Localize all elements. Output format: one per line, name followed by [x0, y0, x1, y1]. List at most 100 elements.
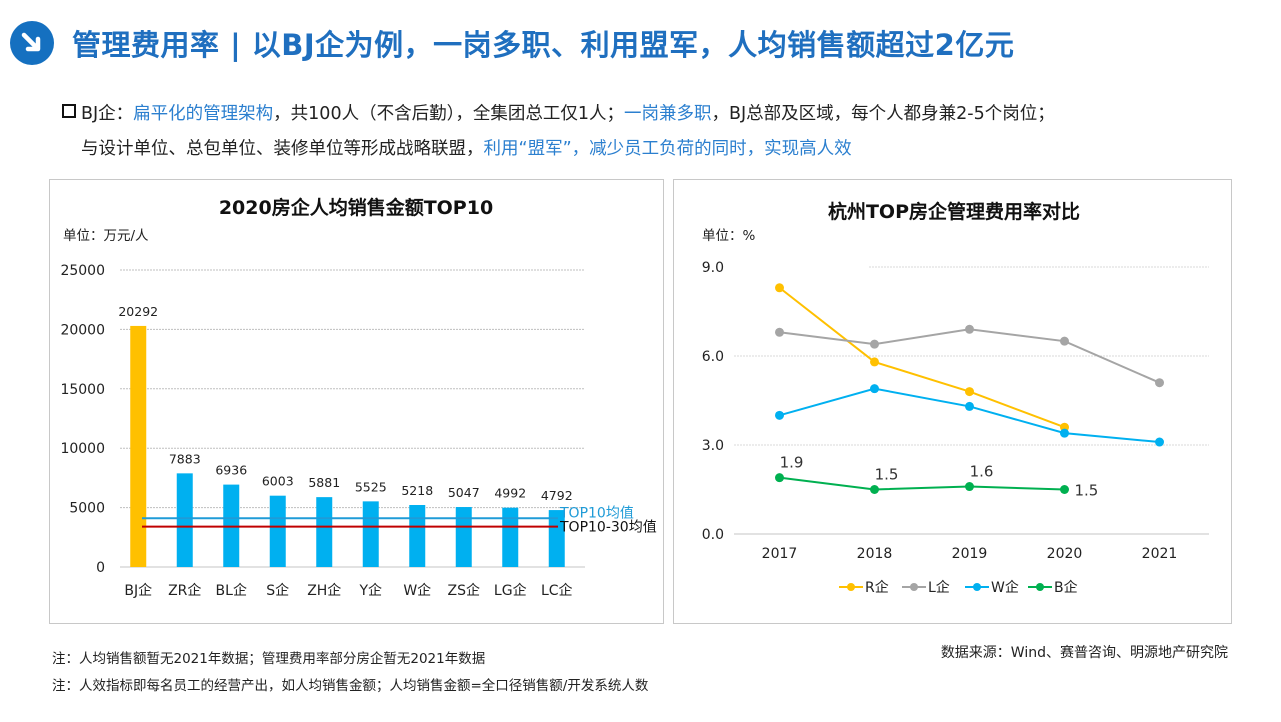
bar: [269, 495, 286, 567]
arrow-down-right-icon: [10, 21, 54, 65]
x-tick-label: ZS企: [448, 582, 480, 599]
legend-marker-icon: [1036, 583, 1044, 591]
line-chart-unit: 单位：%: [702, 228, 755, 244]
bullet-line-1-segment: 扁平化的管理架构: [133, 104, 274, 124]
series-line-R企: [778, 286, 1065, 429]
data-point: [775, 473, 784, 483]
data-label: 1.5: [1075, 482, 1099, 500]
bar: [409, 505, 426, 567]
bar: [502, 507, 519, 567]
legend-label: B企: [1054, 579, 1078, 596]
data-point: [775, 327, 784, 337]
line-chart-title: 杭州TOP房企管理费用率对比: [828, 200, 1080, 223]
bar-chart-panel: 2020房企人均销售金额TOP10 单位：万元/人 0 5000 10000 1500…: [49, 179, 664, 624]
legend-marker-icon: [910, 583, 918, 591]
bullet-line-2: 与设计单位、总包单位、装修单位等形成战略联盟，利用“盟军”，减少员工负荷的同时，…: [62, 132, 1055, 167]
y-tick-label: 0.0: [702, 527, 724, 543]
x-tick-label: 2019: [952, 546, 988, 562]
line-chart-panel: 杭州TOP房企管理费用率对比 单位：% 0.0 3.0 6.0 9.0 2017 2018…: [673, 179, 1232, 624]
bullet-line-1-segment: ，BJ总部及区域，每个人都身兼2-5个岗位；: [711, 104, 1055, 124]
data-point: [1060, 336, 1069, 346]
data-point: [965, 387, 974, 397]
data-point: [1060, 485, 1069, 494]
y-tick-label: 9.0: [702, 260, 724, 276]
data-point: [870, 485, 879, 494]
bar-value-label: 20292: [118, 304, 158, 319]
x-tick-label: S企: [266, 582, 289, 599]
data-point: [870, 357, 879, 367]
x-tick-label: ZR企: [168, 582, 201, 599]
bullet-line-1: BJ企：扁平化的管理架构，共100人（不含后勤），全集团总工仅1人；一岗兼多职，…: [62, 97, 1055, 132]
bar-value-label: 5881: [308, 475, 340, 490]
data-point: [870, 339, 879, 349]
bar-value-label: 4992: [494, 486, 526, 501]
bar: [130, 325, 147, 567]
data-point: [1155, 437, 1164, 447]
data-label: 1.5: [875, 466, 899, 484]
y-tick-label: 25000: [60, 263, 105, 279]
x-tick-label: 2021: [1142, 546, 1178, 562]
y-tick-label: 20000: [60, 322, 105, 338]
x-tick-label: LC企: [541, 582, 573, 599]
line-chart: 杭州TOP房企管理费用率对比 单位：% 0.0 3.0 6.0 9.0 2017 2018…: [702, 200, 1209, 596]
bar: [455, 507, 472, 567]
data-point: [1155, 378, 1164, 388]
y-tick-label: 0: [96, 560, 105, 576]
bar: [548, 510, 565, 567]
x-tick-label: W企: [403, 582, 431, 599]
data-point: [775, 410, 784, 420]
bullet-line-2-segment: 利用“盟军”，减少员工负荷的同时，实现高人效: [483, 139, 852, 159]
bar-value-label: 5218: [401, 483, 433, 498]
bar: [176, 473, 193, 567]
x-tick-label: ZH企: [307, 582, 341, 599]
data-point: [965, 401, 974, 411]
data-source: 数据来源：Wind、赛普咨询、明源地产研究院: [940, 645, 1228, 661]
bar: [362, 501, 379, 567]
data-point: [775, 283, 784, 293]
y-tick-label: 3.0: [702, 438, 724, 454]
bar-value-label: 6003: [262, 474, 294, 489]
reference-line-label: TOP10均值: [559, 505, 634, 521]
bullet-text: BJ企：扁平化的管理架构，共100人（不含后勤），全集团总工仅1人；一岗兼多职，…: [62, 97, 1055, 167]
data-point: [965, 482, 974, 492]
bar-chart: 2020房企人均销售金额TOP10 单位：万元/人 0 5000 10000 1500…: [60, 196, 657, 599]
data-label: 1.6: [970, 463, 994, 481]
footnote: 注：人均销售额暂无2021年数据；管理费用率部分房企暂无2021年数据: [52, 651, 486, 667]
bullet-line-1-segment: BJ企：: [81, 104, 134, 124]
legend-label: R企: [865, 579, 889, 596]
page-title: 管理费用率 | 以BJ企为例，一岗多职、利用盟军，人均销售额超过2亿元: [72, 28, 1015, 62]
reference-line-label: TOP10-30均值: [559, 520, 657, 536]
bullet-line-2-segment: 与设计单位、总包单位、装修单位等形成战略联盟，: [81, 139, 484, 159]
series-line-W企: [779, 387, 1160, 444]
x-tick-label: BJ企: [124, 582, 152, 599]
bar-value-label: 6936: [215, 463, 247, 478]
bar-value-label: 7883: [169, 451, 201, 466]
y-tick-label: 6.0: [702, 349, 724, 365]
bar-chart-unit: 单位：万元/人: [63, 228, 149, 244]
y-tick-label: 15000: [60, 382, 105, 398]
bullet-line-1-segment: 一岗兼多职: [623, 104, 712, 124]
square-bullet-icon: [62, 104, 76, 118]
y-tick-label: 5000: [69, 501, 105, 517]
bar-value-label: 5525: [355, 479, 387, 494]
footnotes: 注：人均销售额暂无2021年数据；管理费用率部分房企暂无2021年数据 注：人效…: [52, 646, 648, 700]
data-point: [965, 324, 974, 334]
y-tick-label: 10000: [60, 441, 105, 457]
data-point: [870, 384, 879, 394]
bar: [316, 497, 333, 567]
bar-chart-title: 2020房企人均销售金额TOP10: [219, 196, 493, 219]
data-label: 1.9: [780, 454, 804, 472]
title-bar: 管理费用率 | 以BJ企为例，一岗多职、利用盟军，人均销售额超过2亿元: [10, 18, 1014, 68]
x-tick-label: LG企: [494, 582, 527, 599]
series-line-B企: [779, 476, 1065, 491]
bullet-line-1-segment: ，共100人（不含后勤），全集团总工仅1人；: [273, 104, 624, 124]
data-point: [1060, 428, 1069, 438]
x-tick-label: 2018: [857, 546, 893, 562]
legend-label: L企: [928, 579, 950, 596]
footnote: 注：人效指标即每名员工的经营产出，如人均销售金额；人均销售金额=全口径销售额/开…: [52, 678, 649, 694]
x-tick-label: BL企: [216, 582, 247, 599]
x-tick-label: Y企: [358, 582, 382, 599]
legend-label: W企: [991, 579, 1019, 596]
legend-marker-icon: [847, 583, 855, 591]
x-tick-label: 2020: [1047, 546, 1083, 562]
